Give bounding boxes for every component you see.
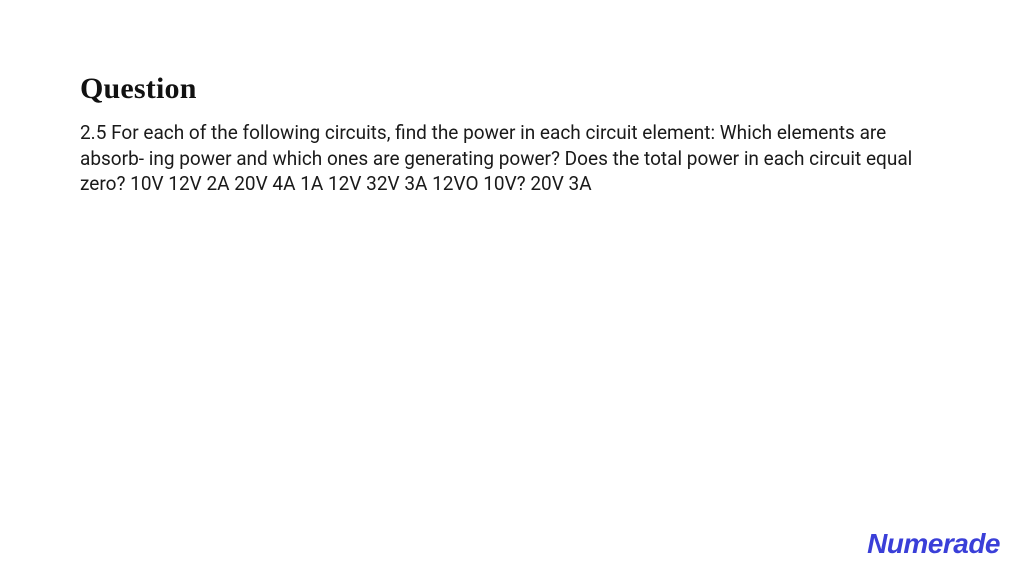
- question-body-text: 2.5 For each of the following circuits, …: [80, 120, 944, 197]
- question-block: Question 2.5 For each of the following c…: [0, 0, 1024, 197]
- question-heading: Question: [80, 72, 944, 106]
- numerade-logo: Numerade: [867, 528, 1000, 560]
